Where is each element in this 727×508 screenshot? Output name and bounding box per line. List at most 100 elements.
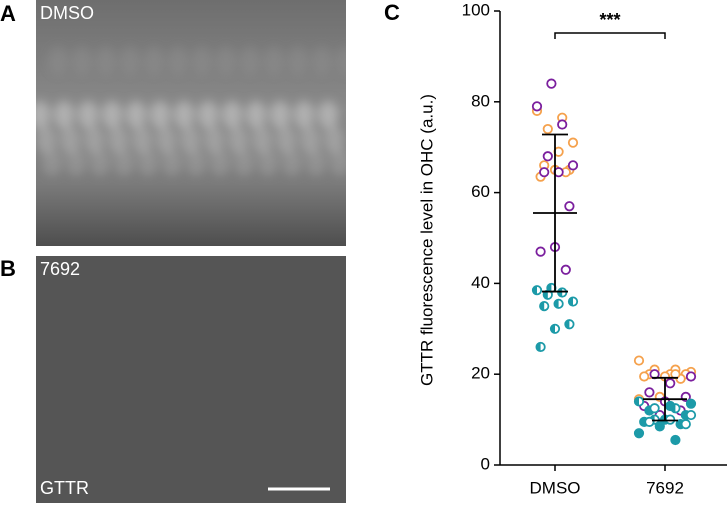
point — [567, 160, 579, 171]
panel-a: A DMSO — [0, 0, 346, 246]
hair-cell — [324, 126, 344, 154]
point — [539, 167, 550, 178]
point — [542, 123, 553, 135]
point-half — [543, 290, 548, 299]
hair-cell — [276, 126, 296, 154]
hair-cell — [180, 126, 200, 154]
panel-label: C — [384, 0, 400, 25]
hair-cell — [102, 101, 122, 129]
point — [633, 355, 645, 366]
chart: C GTTR fluorescence level in OHC (a.u.) … — [384, 0, 727, 497]
hair-cell — [234, 148, 254, 176]
hair-cell — [264, 46, 284, 74]
point — [649, 403, 660, 414]
point — [564, 201, 575, 212]
significance-bracket — [554, 32, 666, 39]
x-tick-label: DMSO — [530, 478, 581, 497]
hair-cell — [186, 148, 206, 176]
hair-cell — [282, 148, 302, 176]
hair-cell — [222, 101, 242, 129]
y-tick-label: 20 — [471, 364, 490, 383]
y-tick-label: 80 — [471, 91, 490, 110]
point — [549, 323, 561, 334]
point — [542, 151, 553, 162]
error-bar — [652, 376, 678, 422]
point — [539, 300, 550, 312]
hair-cell — [84, 126, 104, 154]
hair-cell — [36, 101, 50, 129]
hair-cell — [204, 126, 224, 154]
hair-cell — [72, 46, 92, 74]
hair-cell — [288, 46, 308, 74]
point-half — [634, 397, 639, 406]
point — [665, 400, 676, 412]
hair-cell — [300, 126, 320, 154]
panel-label: B — [0, 256, 16, 281]
point — [535, 341, 546, 353]
hair-cell — [168, 46, 188, 74]
hair-cell — [312, 46, 332, 74]
hair-cell — [138, 148, 158, 176]
point — [546, 78, 557, 89]
point — [531, 285, 543, 296]
hair-cell — [60, 126, 80, 154]
hair-cell — [156, 126, 176, 154]
point — [560, 264, 571, 275]
hair-cell — [228, 126, 248, 154]
x-tick-label: 7692 — [646, 478, 684, 497]
hair-cell — [174, 101, 194, 129]
hair-cell — [162, 148, 182, 176]
hair-cell — [108, 126, 128, 154]
hair-cell — [114, 148, 134, 176]
caption: DMSO — [40, 3, 94, 23]
error-bar — [542, 133, 568, 293]
panel-label: A — [0, 1, 16, 26]
point-half — [532, 286, 537, 295]
point — [654, 421, 665, 432]
hair-cell — [294, 101, 314, 129]
hair-cell — [132, 126, 152, 154]
point — [553, 298, 564, 309]
point — [531, 101, 543, 112]
hair-cell — [48, 46, 68, 74]
point — [685, 409, 697, 421]
hair-cell — [90, 148, 110, 176]
hair-cell — [54, 101, 74, 129]
point — [633, 396, 645, 407]
significance-label: *** — [599, 10, 620, 30]
point-half — [536, 342, 541, 352]
hair-cell — [96, 46, 116, 74]
hair-cell — [66, 148, 86, 176]
point — [564, 319, 575, 330]
caption: 7692 — [40, 259, 80, 279]
point-half — [550, 324, 555, 333]
hair-cell — [36, 126, 56, 154]
point — [685, 371, 697, 382]
point-half — [554, 299, 559, 309]
point-half — [540, 301, 545, 311]
hair-cell — [144, 46, 164, 74]
hair-cell — [258, 148, 278, 176]
hair-cell — [120, 46, 140, 74]
point — [644, 387, 655, 398]
hair-cell — [210, 148, 230, 176]
point — [665, 414, 676, 425]
y-axis-label: GTTR fluorescence level in OHC (a.u.) — [417, 94, 436, 386]
point — [680, 419, 691, 430]
point-half — [558, 288, 563, 297]
hair-cell — [330, 148, 346, 176]
point — [535, 246, 546, 257]
y-tick-label: 60 — [471, 182, 490, 201]
y-tick-label: 0 — [481, 454, 490, 473]
point — [665, 378, 676, 389]
cells — [36, 46, 346, 176]
hair-cell — [150, 101, 170, 129]
point — [567, 137, 579, 148]
hair-cell — [270, 101, 290, 129]
hair-cell — [78, 101, 98, 129]
hair-cell — [336, 46, 346, 74]
point-half — [568, 297, 573, 306]
hair-cell — [42, 148, 62, 176]
point — [557, 287, 568, 298]
